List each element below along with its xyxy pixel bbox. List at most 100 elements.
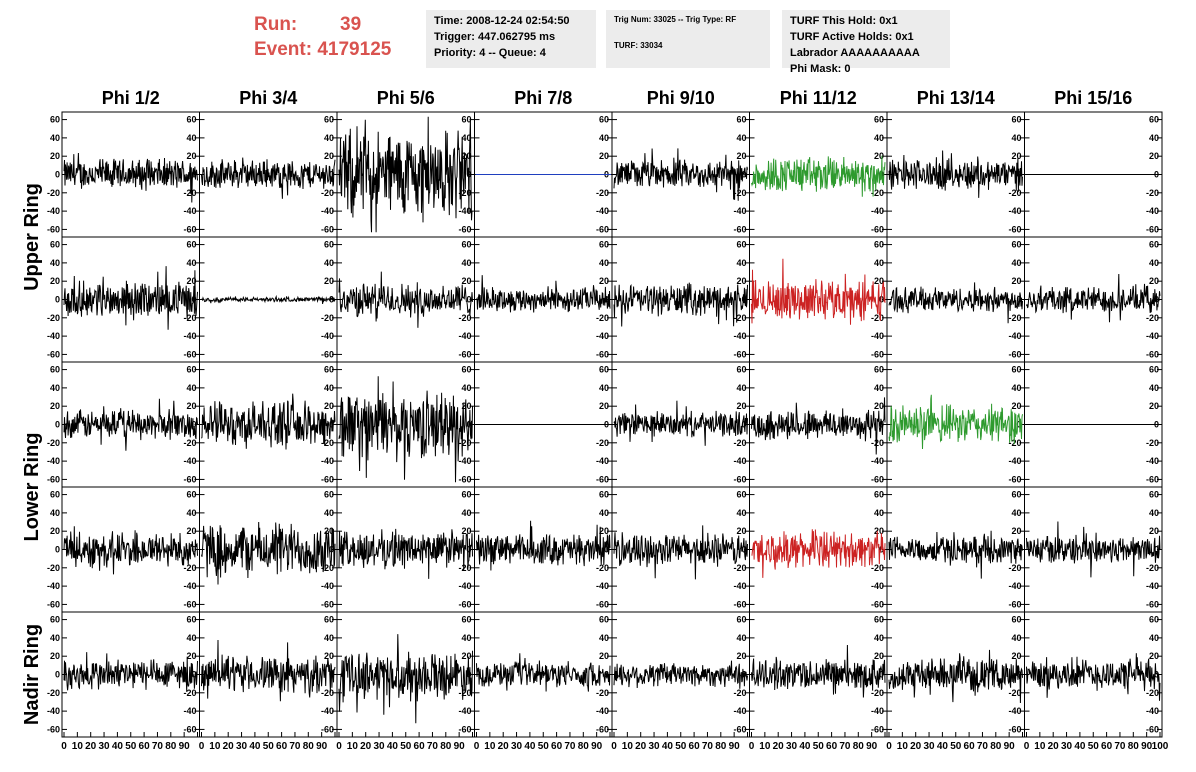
x-tick-label: 10 (759, 741, 771, 752)
x-tick-label: 0 (199, 741, 205, 752)
y-tick-label: 0 (55, 420, 60, 430)
waveform-trace (613, 660, 748, 689)
y-tick-label: -60 (458, 224, 471, 234)
y-tick-label: 60 (186, 115, 196, 125)
y-tick-label: 40 (50, 633, 60, 643)
y-tick-label: -60 (183, 599, 196, 609)
y-tick-label: 20 (1011, 401, 1021, 411)
x-tick-label: 90 (729, 741, 741, 752)
y-tick-label: 20 (1149, 401, 1159, 411)
x-tick-label: 60 (414, 741, 426, 752)
y-tick-label: 40 (736, 133, 746, 143)
y-tick-label: 20 (461, 526, 471, 536)
trigger-text: Trigger: 447.062795 ms (434, 31, 556, 43)
y-tick-label: 20 (186, 651, 196, 661)
y-tick-label: -20 (871, 563, 884, 573)
waveform-trace (338, 634, 473, 724)
y-tick-label: -60 (1146, 724, 1159, 734)
y-tick-label: -60 (871, 599, 884, 609)
y-tick-label: -20 (321, 688, 334, 698)
x-tick-label: 10 (897, 741, 909, 752)
waveform-trace (201, 294, 336, 304)
y-tick-label: -20 (321, 438, 334, 448)
y-tick-label: 0 (879, 670, 884, 680)
x-tick-label: 90 (1141, 741, 1153, 752)
waveform-trace (338, 271, 473, 328)
y-tick-label: 40 (599, 633, 609, 643)
y-tick-label: -20 (183, 688, 196, 698)
y-tick-label: -20 (1146, 438, 1159, 448)
x-tick-label: 0 (474, 741, 480, 752)
y-tick-label: 60 (1149, 615, 1159, 625)
y-tick-label: 20 (461, 401, 471, 411)
y-tick-label: -40 (47, 206, 60, 216)
x-tick-label: 30 (1061, 741, 1073, 752)
ring-label: Lower Ring (21, 433, 43, 542)
y-tick-label: 40 (1011, 633, 1021, 643)
y-tick-label: 20 (324, 401, 334, 411)
y-tick-label: 20 (50, 151, 60, 161)
y-tick-label: 60 (736, 365, 746, 375)
priority-text: Priority: 4 -- Queue: 4 (434, 47, 546, 59)
y-tick-label: -20 (1146, 563, 1159, 573)
x-tick-label: 10 (484, 741, 496, 752)
y-tick-label: -40 (458, 206, 471, 216)
x-tick-label: 60 (276, 741, 288, 752)
x-tick-label: 20 (1048, 741, 1060, 752)
y-tick-label: -40 (47, 706, 60, 716)
run-value: 39 (340, 14, 362, 35)
y-tick-label: 0 (1016, 420, 1021, 430)
y-tick-label: -60 (183, 349, 196, 359)
y-tick-label: 60 (461, 365, 471, 375)
run-event-block: Run: 39 Event: 4179125 (254, 12, 391, 62)
y-tick-label: -60 (596, 349, 609, 359)
y-tick-label: 0 (55, 295, 60, 305)
y-tick-label: 60 (874, 240, 884, 250)
x-tick-label: 10 (209, 741, 221, 752)
x-tick-label: 40 (249, 741, 261, 752)
y-tick-label: -20 (871, 438, 884, 448)
y-tick-label: 40 (1011, 133, 1021, 143)
y-tick-label: 40 (599, 133, 609, 143)
y-tick-label: -60 (871, 724, 884, 734)
x-tick-label: 0 (611, 741, 617, 752)
y-tick-label: -40 (458, 581, 471, 591)
y-tick-label: 40 (874, 383, 884, 393)
y-tick-label: -40 (1008, 706, 1021, 716)
y-tick-label: 20 (1011, 151, 1021, 161)
y-tick-label: -20 (596, 188, 609, 198)
y-tick-label: 60 (461, 615, 471, 625)
y-tick-label: 20 (599, 276, 609, 286)
y-tick-label: -60 (321, 724, 334, 734)
y-tick-label: 20 (874, 651, 884, 661)
ring-label: Upper Ring (21, 183, 43, 291)
y-tick-label: 40 (1011, 258, 1021, 268)
waveform-trace (476, 653, 611, 692)
y-tick-label: -60 (47, 724, 60, 734)
y-tick-label: 40 (324, 383, 334, 393)
y-tick-label: -40 (1008, 581, 1021, 591)
column-label: Phi 5/6 (377, 88, 435, 108)
y-tick-label: -40 (321, 581, 334, 591)
y-tick-label: -60 (458, 724, 471, 734)
y-tick-label: -20 (183, 438, 196, 448)
y-tick-label: 60 (50, 115, 60, 125)
x-tick-label: 80 (303, 741, 315, 752)
y-tick-label: 60 (186, 615, 196, 625)
y-tick-label: 60 (461, 490, 471, 500)
phi-mask-text: Phi Mask: 0 (790, 63, 851, 75)
y-tick-label: -20 (47, 688, 60, 698)
y-tick-label: -60 (733, 224, 746, 234)
y-tick-label: 20 (186, 151, 196, 161)
y-tick-label: -60 (321, 474, 334, 484)
y-tick-label: -20 (1008, 438, 1021, 448)
y-tick-label: -20 (321, 188, 334, 198)
y-tick-label: -20 (458, 313, 471, 323)
y-tick-label: 60 (1011, 240, 1021, 250)
y-tick-label: -40 (321, 206, 334, 216)
x-tick-label: 20 (223, 741, 235, 752)
x-tick-label: 40 (387, 741, 399, 752)
x-tick-label: 90 (591, 741, 603, 752)
y-tick-label: -20 (871, 688, 884, 698)
x-tick-label: 50 (675, 741, 687, 752)
